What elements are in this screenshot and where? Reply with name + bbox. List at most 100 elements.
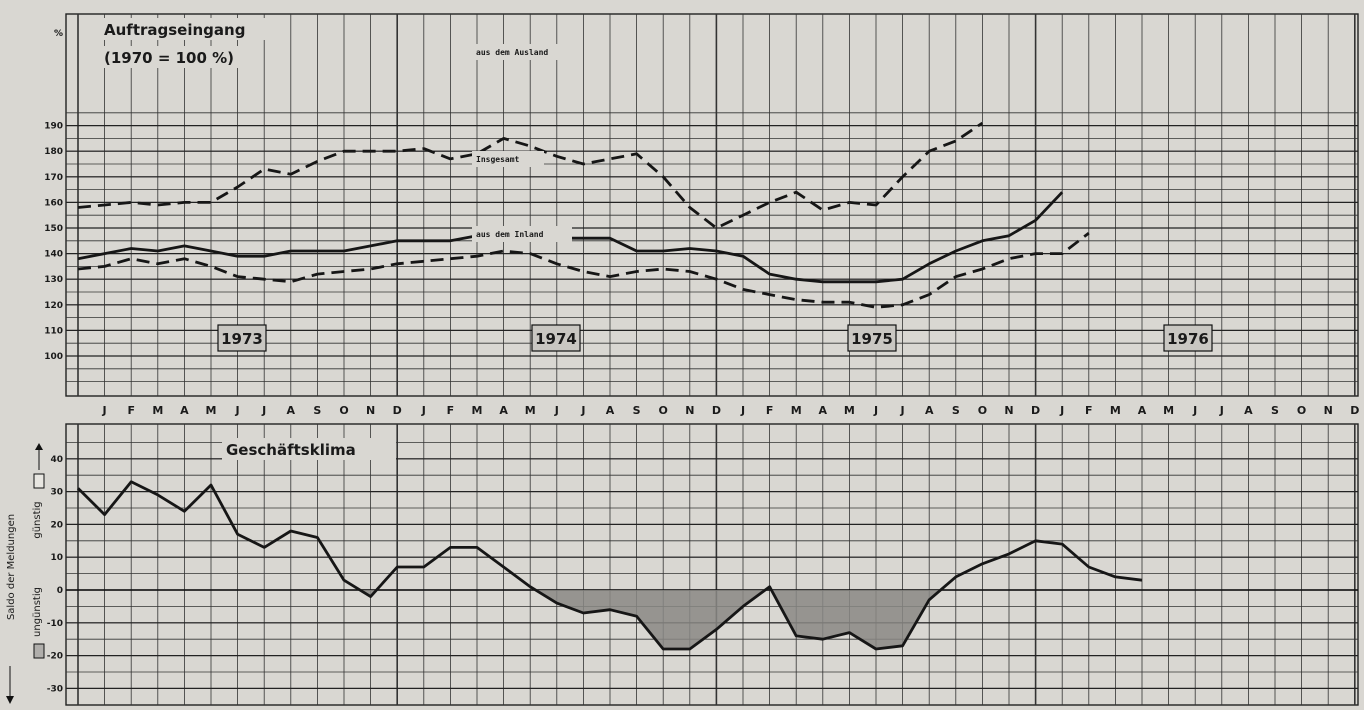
x-tick-label: F [766,404,774,417]
x-tick-label: A [606,404,615,417]
x-tick-label: J [102,404,107,417]
y-tick-label: 10 [50,553,63,563]
x-tick-label: M [206,404,217,417]
y-unit-label: % [54,29,63,39]
y-tick-label: 40 [50,455,63,465]
y-tick-label: 170 [44,173,63,183]
y-tick-label: 110 [44,326,63,336]
chart-subtitle-bg [100,46,252,68]
legend-swatch-unfavorable [33,643,45,659]
series-label-inland: aus dem Inland [476,230,544,239]
x-tick-label: O [659,404,668,417]
x-tick-label: J [580,404,585,417]
x-tick-label: A [180,404,189,417]
top-series-line-0 [77,121,984,230]
bottom-panel-frame [65,423,1359,706]
unfavorable-area [535,590,766,649]
x-tick-label: M [525,404,536,417]
year-label: 1974 [535,330,577,348]
x-tick-label: D [712,404,721,417]
x-tick-label: A [287,404,296,417]
x-tick-label: J [554,404,559,417]
series-label-ausland-bg [472,44,576,60]
x-tick-label: O [1297,404,1306,417]
series-label-insgesamt-bg [472,151,544,167]
year-box [847,324,897,352]
x-tick-label: J [873,404,878,417]
chart-grid [65,13,1359,706]
legend-unfavorable: ungünstig [32,587,43,637]
top-series-line-2 [77,231,1090,309]
year-box [1163,324,1213,352]
x-tick-label: J [1219,404,1224,417]
year-box [531,324,581,352]
x-tick-label: F [447,404,455,417]
series-label-ausland: aus dem Ausland [476,48,548,57]
x-tick-label: J [261,404,266,417]
x-tick-label: J [900,404,905,417]
unfavorable-area [771,590,941,649]
y-tick-label: -20 [47,652,63,662]
chart-title-bg [100,18,272,40]
x-tick-label: M [791,404,802,417]
y-tick-label: 180 [44,147,63,157]
x-tick-label: M [1163,404,1174,417]
y-tick-label: 150 [44,224,63,234]
x-tick-label: J [1192,404,1197,417]
unfavorable-area-shading [360,590,941,649]
x-tick-label: J [421,404,426,417]
y-tick-label: 100 [44,352,63,362]
series-label-inland-bg [472,226,572,242]
x-tick-label: F [1085,404,1093,417]
x-tick-label: M [152,404,163,417]
y-tick-label: -10 [47,619,63,629]
x-tick-label: A [1244,404,1253,417]
y-tick-label: 190 [44,122,63,132]
x-tick-label: N [1324,404,1333,417]
x-tick-label: N [366,404,375,417]
chart-title: Auftragseingang [104,21,245,39]
arrow-up-icon [35,443,43,450]
bottom-chart-title-bg [222,438,396,460]
arrow-down-icon [6,696,14,704]
y-tick-label: 20 [50,520,63,530]
year-box [217,324,267,352]
x-tick-label: S [1271,404,1279,417]
x-tick-label: J [1059,404,1064,417]
y-tick-label: 140 [44,250,63,260]
year-label: 1975 [851,330,893,348]
x-tick-label: D [1031,404,1040,417]
y-tick-label: -30 [47,684,63,694]
y-axis-label: Saldo der Meldungen [6,514,17,620]
bottom-chart-title: Geschäftsklima [226,441,356,459]
x-tick-label: J [740,404,745,417]
chart-labels: 100 110 120 130 140 150 160 170 180 190 -30 -20 -10 0… [6,18,1359,704]
x-tick-label: D [393,404,402,417]
top-panel-frame [65,13,1359,397]
x-tick-label: O [978,404,987,417]
x-tick-label: F [127,404,135,417]
legend-swatch-favorable [33,473,45,489]
x-tick-label: M [472,404,483,417]
x-tick-label: A [925,404,934,417]
x-tick-label: S [313,404,321,417]
x-tick-label: A [499,404,508,417]
y-tick-label: 160 [44,198,63,208]
chart-subtitle: (1970 = 100 %) [104,49,234,67]
x-tick-label: A [819,404,828,417]
series-label-insgesamt: Insgesamt [476,155,520,164]
y-tick-label: 120 [44,301,63,311]
x-tick-label: D [1350,404,1359,417]
x-tick-label: A [1138,404,1147,417]
x-tick-label: N [685,404,694,417]
y-tick-label: 30 [50,488,63,498]
legend-favorable: günstig [32,501,43,538]
y-tick-label: 0 [57,586,63,596]
x-tick-label: M [844,404,855,417]
x-tick-label: M [1110,404,1121,417]
year-label: 1976 [1167,330,1209,348]
x-tick-label: S [633,404,641,417]
x-tick-label: J [235,404,240,417]
x-tick-label: S [952,404,960,417]
